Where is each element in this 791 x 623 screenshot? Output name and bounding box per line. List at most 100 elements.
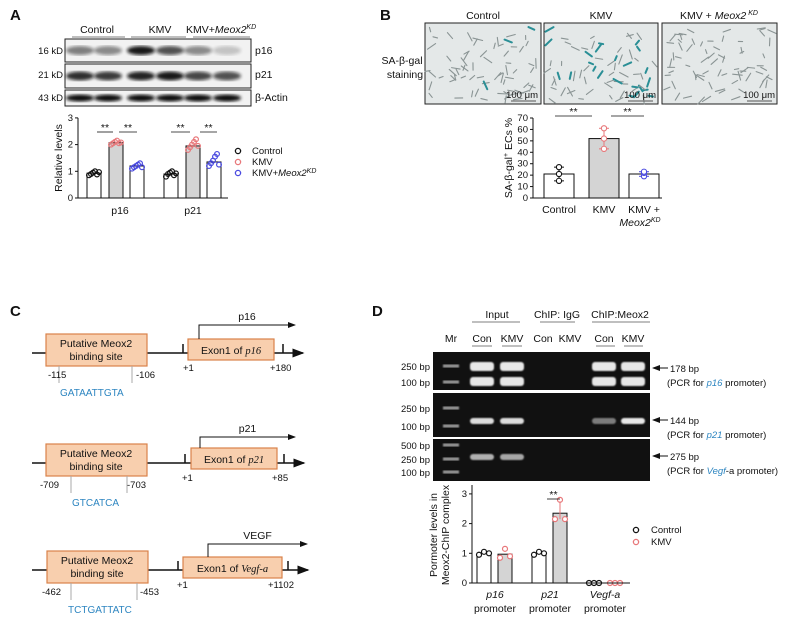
cell [671, 80, 676, 90]
cell [585, 88, 594, 96]
cell [619, 71, 629, 78]
y-tick-label: 0 [462, 578, 467, 589]
cell [583, 76, 587, 85]
cell [687, 28, 695, 34]
y-tick-label: 2 [68, 140, 73, 151]
y-tick-label: 2 [462, 519, 467, 530]
cell [564, 41, 572, 45]
cell [474, 88, 479, 97]
row-label: staining [387, 69, 423, 81]
cell [738, 88, 745, 93]
product-size: 178 bp [670, 364, 699, 375]
data-point [640, 168, 648, 175]
cell [639, 85, 647, 91]
cell [455, 68, 460, 76]
chart-a: 0 1 2 3 ** ** ** ** [68, 113, 228, 204]
y-axis-label: Pormoter levels in [428, 493, 440, 577]
cell [480, 98, 488, 101]
blot-protein-label: p16 [255, 45, 273, 57]
cell [721, 73, 728, 76]
y-tick-label: 30 [517, 159, 528, 170]
cell [482, 80, 489, 91]
cell [714, 88, 726, 93]
cell [607, 60, 616, 66]
binding-sequence: TCTGATTATC [68, 605, 132, 616]
position-label: +1 [183, 363, 194, 374]
cell [506, 33, 516, 38]
transcription-arrow [207, 541, 308, 557]
cell [512, 69, 518, 74]
blot-size-label: 16 kD [38, 46, 63, 57]
transcription-arrow [199, 434, 296, 448]
x-tick-label: Vegf-a [590, 589, 621, 601]
cell [622, 61, 633, 67]
cell [570, 46, 580, 51]
cell [594, 43, 602, 53]
cell [636, 32, 643, 40]
pcr-band [500, 418, 524, 424]
y-tick-label: 0 [68, 193, 73, 204]
blot-group-kmv-meox2kd: KMV+Meox2KD [186, 24, 256, 36]
cell [695, 74, 705, 81]
significance-label: ** [124, 122, 132, 134]
pcr-band [470, 377, 494, 386]
lane-label: KMV [559, 333, 582, 345]
blot-band [94, 71, 122, 81]
binding-sequence: GATAATTGTA [60, 388, 124, 399]
y-tick-label: 3 [462, 489, 467, 500]
blot-band [156, 94, 184, 102]
binding-site-box [45, 333, 148, 367]
pcr-description: (PCR for p21 promoter) [667, 430, 766, 441]
pcr-band [592, 418, 616, 424]
cell [632, 85, 641, 92]
binding-site-box [46, 550, 149, 584]
legend-marker-kmv [632, 538, 640, 546]
cell [668, 70, 674, 74]
cell [503, 38, 513, 44]
cell [551, 78, 556, 86]
data-point [139, 164, 146, 171]
y-tick-label: 40 [517, 147, 528, 158]
cell [503, 91, 509, 95]
significance-label: ** [623, 106, 631, 118]
cell [424, 70, 431, 72]
blot-protein-label: β-Actin [255, 92, 288, 104]
product-size: 275 bp [670, 452, 699, 463]
cell [544, 38, 553, 47]
panel-label-c: C [10, 303, 21, 320]
cell [678, 32, 687, 36]
pcr-band [621, 362, 645, 371]
cell [504, 76, 514, 80]
y-tick-label: 20 [517, 170, 528, 181]
western-blot [64, 38, 252, 107]
pcr-band [470, 418, 494, 424]
cell [615, 97, 624, 102]
marker-label: 500 bp [401, 441, 430, 452]
cell [692, 70, 698, 79]
data-point [95, 169, 102, 176]
image-title: KMV [590, 10, 613, 22]
cell [704, 49, 708, 55]
legend-marker-kmv-meox2kd [234, 169, 242, 177]
exon-label: Exon1 of p21 [204, 454, 264, 466]
gene-label: p21 [239, 423, 257, 435]
image-title: Control [466, 10, 500, 22]
cell [588, 61, 595, 66]
cell [767, 29, 777, 35]
cell [740, 66, 749, 74]
gel-group-label: ChIP: IgG [534, 309, 580, 321]
data-point [214, 150, 221, 157]
data-point [475, 551, 483, 558]
legend-marker-kmv [234, 158, 242, 166]
cell [674, 92, 681, 101]
y-tick-label: 1 [462, 548, 467, 559]
panel-label-a: A [10, 7, 21, 24]
panel-label-d: D [372, 303, 383, 320]
data-point [561, 516, 569, 523]
cell [560, 87, 566, 97]
significance-label: ** [549, 489, 557, 501]
x-tick-label: KMV + [628, 204, 660, 216]
bar [86, 172, 102, 199]
cell [553, 76, 557, 86]
